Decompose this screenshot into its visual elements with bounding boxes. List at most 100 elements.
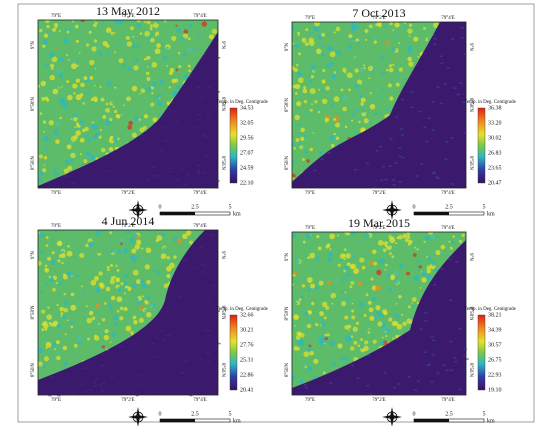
sea-noise: [57, 394, 61, 397]
sea-noise: [183, 259, 187, 262]
speckle: [149, 24, 154, 28]
speckle: [434, 268, 438, 272]
sea-noise: [133, 343, 137, 345]
speckle: [41, 96, 46, 101]
speckle: [62, 315, 66, 320]
sea-noise: [432, 172, 436, 175]
speckle: [183, 27, 186, 30]
sea-noise: [356, 377, 360, 379]
sea-noise: [139, 383, 143, 385]
speckle: [91, 254, 94, 258]
speckle: [397, 78, 400, 81]
speckle: [56, 351, 60, 355]
speckle: [43, 130, 46, 133]
speckle: [295, 335, 301, 341]
speckle: [154, 269, 159, 273]
speckle: [144, 30, 150, 37]
legend-label: 38.21: [488, 312, 502, 318]
speckle: [73, 92, 76, 95]
speckle: [57, 259, 61, 263]
speckle: [67, 165, 73, 171]
lat-label: 8°56'N: [220, 156, 225, 170]
speckle: [329, 248, 332, 251]
speckle: [145, 71, 150, 76]
speckle: [309, 147, 314, 152]
speckle: [80, 82, 85, 88]
speckle: [45, 341, 52, 348]
sea-noise: [427, 363, 431, 365]
speckle: [139, 127, 145, 133]
speckle: [344, 232, 351, 236]
speckle: [173, 255, 177, 259]
speckle: [364, 340, 369, 345]
sea-noise: [327, 152, 331, 154]
sea-noise: [188, 75, 192, 78]
speckle: [330, 292, 337, 299]
legend-title: Temp. in Deg. Centigrade: [216, 100, 268, 105]
speckle: [359, 94, 363, 98]
speckle: [122, 281, 128, 287]
speckle: [389, 87, 392, 90]
speckle: [374, 112, 378, 116]
speckle: [142, 295, 145, 298]
speckle: [297, 73, 302, 78]
sea-noise: [431, 354, 435, 356]
speckle: [115, 278, 120, 283]
sea-noise: [458, 388, 462, 391]
sea-noise: [203, 53, 207, 56]
speckle: [161, 233, 165, 237]
sea-noise: [465, 358, 469, 360]
speckle: [404, 238, 409, 243]
legend-label: 24.59: [240, 165, 254, 171]
speckle: [53, 130, 59, 136]
speckle: [335, 136, 340, 141]
speckle: [43, 33, 49, 38]
speckle: [343, 258, 346, 261]
sea-noise: [106, 349, 110, 351]
sea-noise: [156, 337, 160, 339]
sea-noise: [196, 86, 200, 89]
speckle: [175, 68, 179, 72]
sea-noise: [157, 175, 161, 177]
speckle: [141, 247, 144, 250]
speckle: [329, 233, 336, 240]
speckle: [308, 37, 314, 43]
map-border: [37, 19, 219, 189]
speckle: [87, 138, 91, 142]
speckle: [391, 320, 397, 327]
speckle: [326, 333, 330, 337]
speckle: [40, 80, 47, 87]
speckle: [148, 62, 152, 66]
speckle: [127, 125, 133, 130]
speckle: [139, 306, 144, 311]
speckle: [146, 295, 152, 301]
legend-label: 20.41: [240, 387, 254, 393]
speckle: [141, 312, 144, 315]
speckle: [62, 274, 68, 280]
speckle: [363, 66, 366, 70]
sea-noise: [329, 382, 333, 385]
speckle: [426, 269, 431, 274]
speckle: [51, 342, 57, 348]
speckle: [407, 45, 412, 50]
sea-noise: [207, 329, 211, 332]
speckle: [433, 22, 439, 29]
sea-noise: [395, 116, 399, 118]
speckle: [49, 63, 55, 69]
speckle: [330, 102, 335, 107]
speckle: [159, 232, 161, 234]
speckle: [304, 42, 309, 47]
speckle: [317, 246, 322, 251]
lon-label: 79°4'E: [193, 191, 206, 196]
speckle: [423, 240, 426, 243]
speckle: [412, 253, 417, 257]
speckle: [332, 361, 337, 366]
speckle: [130, 26, 134, 31]
speckle: [151, 92, 154, 95]
speckle: [84, 133, 89, 138]
lon-label: 79°4'E: [193, 398, 206, 403]
speckle: [139, 279, 144, 284]
speckle: [349, 285, 353, 289]
north-arrow: [128, 407, 148, 426]
speckle: [368, 328, 371, 330]
